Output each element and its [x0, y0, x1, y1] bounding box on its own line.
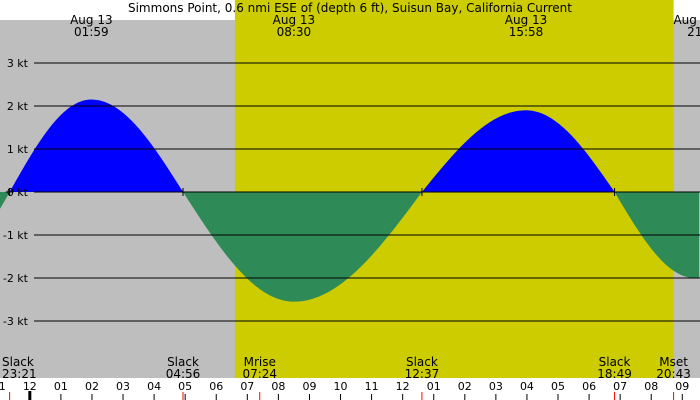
slack-label: Slack [2, 355, 34, 369]
x-tick-label: 09 [675, 380, 689, 393]
slack-time-label: 23:21 [2, 367, 37, 381]
y-tick-label: -3 kt [3, 315, 29, 328]
x-tick-label: 01 [427, 380, 441, 393]
extrema-date-label: Aug 13 [505, 13, 548, 27]
x-tick-label: 06 [582, 380, 596, 393]
extrema-time-label: 15:58 [509, 25, 544, 39]
moon-time-label: 07:24 [242, 367, 277, 381]
flood-current-area [0, 99, 700, 192]
moon-label: Mset [659, 355, 688, 369]
x-tick-label: 02 [458, 380, 472, 393]
moon-time-label: 20:43 [656, 367, 691, 381]
x-tick-label: 12 [23, 380, 37, 393]
x-tick-label: 11 [0, 380, 6, 393]
slack-label: Slack [599, 355, 631, 369]
x-tick-label: 11 [365, 380, 379, 393]
y-tick-label-layer: 3 kt 2 kt 1 kt 0 kt -1 kt -2 kt -3 kt [3, 57, 29, 328]
x-tick-label: 04 [520, 380, 534, 393]
extrema-date-label: Aug 13 [673, 13, 700, 27]
extrema-date-label: Aug 13 [273, 13, 316, 27]
x-tick-label: 06 [209, 380, 223, 393]
x-tick-label: 07 [613, 380, 627, 393]
y-tick-label: -2 kt [3, 272, 29, 285]
x-tick-label: 05 [551, 380, 565, 393]
x-axis-layer: 11 12 01 02 03 04 05 06 07 08 09 10 11 12 01 02 03 04 05 06… [0, 380, 689, 400]
x-tick-label: 02 [85, 380, 99, 393]
x-tick-label: 04 [147, 380, 161, 393]
slack-label: Slack [406, 355, 438, 369]
y-tick-label: 0 kt [7, 186, 29, 199]
x-tick-label: 07 [240, 380, 254, 393]
x-tick-label: 08 [271, 380, 285, 393]
y-tick-label: 3 kt [7, 57, 29, 70]
x-tick-label: 01 [54, 380, 68, 393]
extrema-time-label: 21 [687, 25, 700, 39]
x-tick-label: 05 [178, 380, 192, 393]
ebb-current-area [0, 192, 700, 302]
y-tick-label: -1 kt [3, 229, 29, 242]
extrema-time-label: 01:59 [74, 25, 109, 39]
y-tick-label: 1 kt [7, 143, 29, 156]
x-tick-label: 10 [334, 380, 348, 393]
event-label-layer: Slack23:21Slack04:56Slack12:37Slack18:49… [2, 355, 691, 381]
x-tick-label: 03 [116, 380, 130, 393]
x-tick-label: 09 [302, 380, 316, 393]
chart-title: Simmons Point, 0.6 nmi ESE of (depth 6 f… [128, 1, 572, 15]
x-tick-label: 03 [489, 380, 503, 393]
x-tick-label: 08 [644, 380, 658, 393]
slack-time-label: 04:56 [166, 367, 201, 381]
x-tick-label: 12 [396, 380, 410, 393]
extrema-date-label: Aug 13 [70, 13, 113, 27]
slack-time-label: 18:49 [597, 367, 632, 381]
moon-label: Mrise [244, 355, 276, 369]
current-area-layer [0, 99, 700, 302]
y-tick-label: 2 kt [7, 100, 29, 113]
gridline-layer [5, 62, 700, 322]
slack-label: Slack [167, 355, 199, 369]
extrema-time-label: 08:30 [277, 25, 312, 39]
slack-time-label: 12:37 [405, 367, 440, 381]
